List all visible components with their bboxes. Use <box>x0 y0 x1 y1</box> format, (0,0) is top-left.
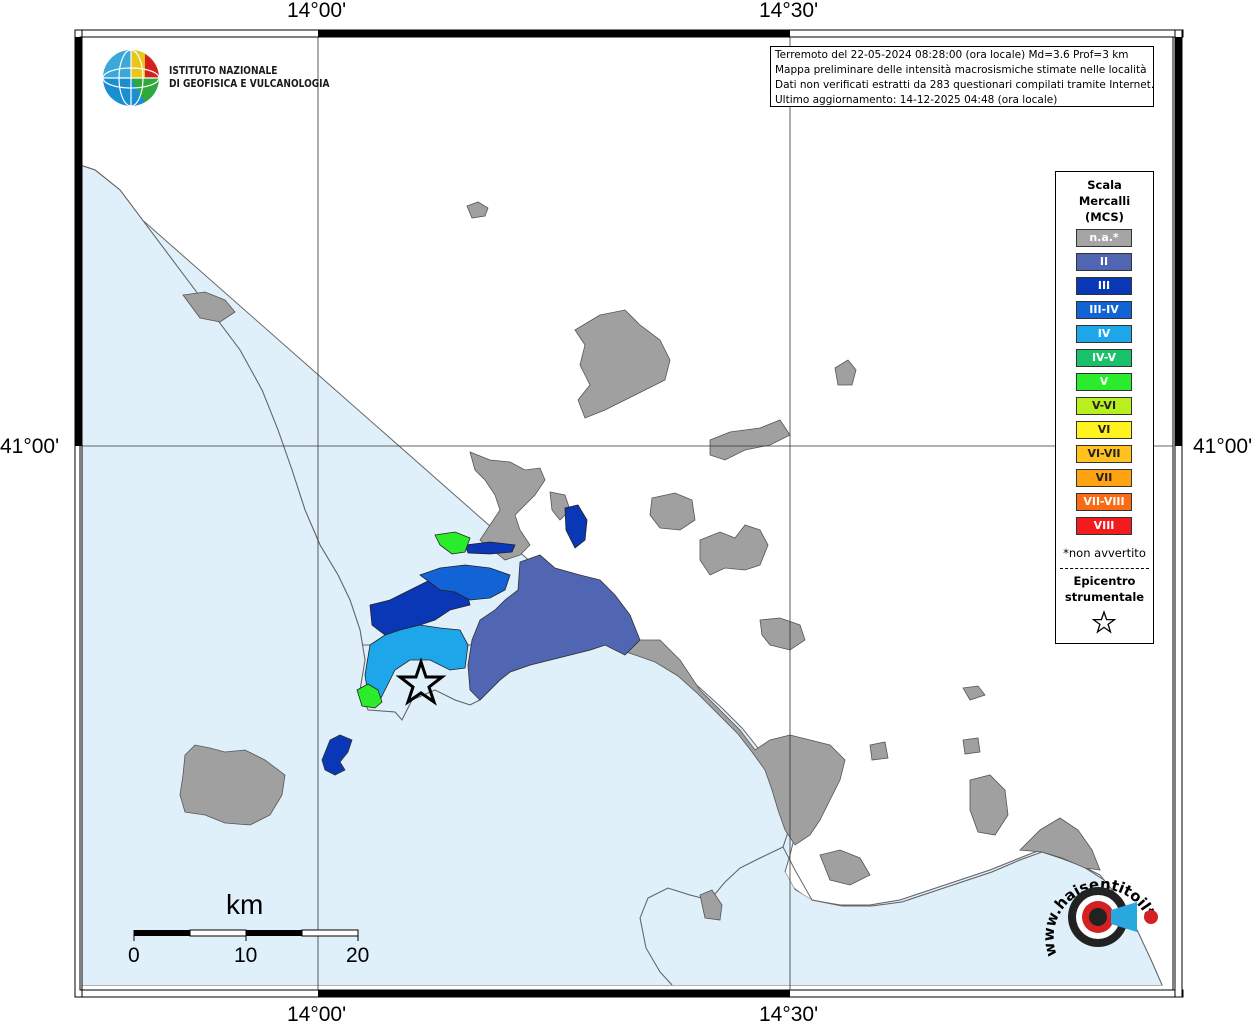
procida-island <box>321 734 353 776</box>
legend-item-iv: IV <box>1076 325 1132 343</box>
coord-top-14-30: 14°30' <box>759 0 819 22</box>
logo-text: ISTITUTO NAZIONALE DI GEOFISICA E VULCAN… <box>169 65 330 91</box>
map-frame <box>74 29 1184 998</box>
legend-item-ii: II <box>1076 253 1132 271</box>
info-line-3: Dati non verificati estratti da 283 ques… <box>775 79 1154 91</box>
legend-item-vi-vii: VI-VII <box>1076 445 1132 463</box>
scale-bar: km 0 10 20 <box>120 885 380 975</box>
legend-item-iv-v: IV-V <box>1076 349 1132 367</box>
legend-item-viii: VIII <box>1076 517 1132 535</box>
logo-line-1: ISTITUTO NAZIONALE <box>169 65 278 77</box>
coord-bottom-14-30: 14°30' <box>759 1003 819 1026</box>
legend-item-n-a-: n.a.* <box>1076 229 1132 247</box>
intensity-ii-area <box>467 554 641 701</box>
legend-title-line-1: Scala <box>1087 178 1122 192</box>
intensity-iii-area-3 <box>564 504 588 549</box>
globe-icon <box>102 49 160 107</box>
legend-item-v-vi: V-VI <box>1076 397 1132 415</box>
info-line-2: Mappa preliminare delle intensità macros… <box>775 64 1147 76</box>
info-line-4: Ultimo aggiornamento: 14-12-2025 04:48 (… <box>775 94 1058 106</box>
scale-tick-0: 0 <box>128 944 140 967</box>
legend-divider <box>1060 568 1149 569</box>
legend-title: Scala Mercalli (MCS) <box>1056 177 1153 225</box>
scale-bar-unit: km <box>226 889 264 920</box>
intensity-iii-area-2 <box>464 541 516 555</box>
legend-item-v: V <box>1076 373 1132 391</box>
mcs-scale-legend: Scala Mercalli (MCS) n.a.* II III III-IV IV I… <box>1055 171 1154 644</box>
coord-top-14-00: 14°00' <box>287 0 347 22</box>
intensity-v-area <box>356 683 383 709</box>
haisentito-stamp-logo: www.haisentitoilterremoto.it <box>1027 846 1165 975</box>
not-felt-areas <box>182 201 1101 921</box>
ingv-logo: ISTITUTO NAZIONALE DI GEOFISICA E VULCAN… <box>101 47 330 109</box>
sea-gulf-salerno <box>672 852 1162 985</box>
info-line-1: Terremoto del 22-05-2024 08:28:00 (ora l… <box>775 49 1129 61</box>
legend-note: *non avvertito <box>1063 546 1146 560</box>
legend-item-vi: VI <box>1076 421 1132 439</box>
scale-bar-graphic <box>133 929 359 941</box>
scale-tick-20: 20 <box>346 944 370 967</box>
epicenter-star <box>395 657 447 706</box>
coord-left-41-00: 41°00' <box>0 435 60 458</box>
legend-item-vii: VII <box>1076 469 1132 487</box>
legend-item-iii: III <box>1076 277 1132 295</box>
legend-title-line-2: Mercalli <box>1078 194 1131 208</box>
legend-epicenter-line-2: strumentale <box>1064 590 1145 604</box>
intensity-iii-area-4 <box>419 564 511 601</box>
legend-item-vii-viii: VII-VIII <box>1076 493 1132 511</box>
legend-epicenter-line-1: Epicentro <box>1073 574 1136 588</box>
graticule <box>80 37 1173 990</box>
intensity-v-area-2 <box>434 531 471 555</box>
earthquake-info-box: Terremoto del 22-05-2024 08:28:00 (ora l… <box>770 46 1154 107</box>
legend-item-iii-iv: III-IV <box>1076 301 1132 319</box>
coord-bottom-14-00: 14°00' <box>287 1003 347 1026</box>
coord-right-41-00: 41°00' <box>1193 435 1253 458</box>
ischia-island <box>179 744 286 826</box>
scale-tick-10: 10 <box>234 944 258 967</box>
legend-epicenter-label: Epicentro strumentale <box>1056 573 1153 605</box>
epicenter-star-icon <box>1091 610 1117 634</box>
logo-line-2: DI GEOFISICA E VULCANOLOGIA <box>169 78 330 90</box>
legend-title-line-3: (MCS) <box>1085 210 1124 224</box>
